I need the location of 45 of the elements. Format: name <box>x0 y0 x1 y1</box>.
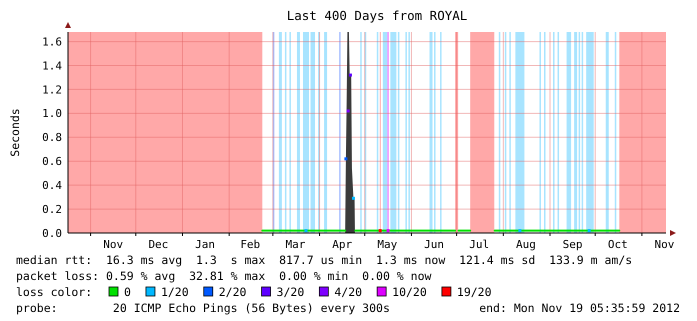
legend-label: 19/20 <box>456 285 492 299</box>
y-tick-label: 0.8 <box>42 131 62 144</box>
point <box>352 196 355 200</box>
x-tick-label: Aug <box>516 238 536 251</box>
x-tick-label: Jun <box>424 238 444 251</box>
x-tick-label: Jan <box>195 238 216 251</box>
y-tick-label: 1.0 <box>42 107 62 120</box>
y-tick-label: 0.2 <box>42 202 62 216</box>
legend-label: 1/20 <box>160 285 189 299</box>
y-tick-label: 1.2 <box>42 83 62 96</box>
point <box>344 157 348 160</box>
legend-label: 2/20 <box>218 285 247 299</box>
legend-label: 4/20 <box>334 285 362 299</box>
y-tick-label: 0.0 <box>42 226 62 240</box>
x-tick-label: Oct <box>608 238 628 251</box>
x-tick-label: Dec <box>148 238 168 251</box>
legend-title: loss color: <box>16 285 92 299</box>
point <box>346 109 350 112</box>
y-axis-title: Seconds <box>8 108 22 157</box>
y-tick-label: 1.4 <box>42 59 62 72</box>
legend-label: 10/20 <box>392 285 427 299</box>
y-tick-label: 0.6 <box>42 155 62 168</box>
x-tick-label: Sep <box>562 238 583 251</box>
text: median rtt: 16.3 ms avg 1.3 s max 817.7 us min 1.3 ms now 121.4 ms sd 133.9 m am/s <box>16 253 632 267</box>
x-tick-label: Nov <box>654 238 675 251</box>
x-tick-label: Jul <box>469 238 490 251</box>
x-tick-label: Mar <box>286 238 306 251</box>
x-tick-label: Feb <box>240 238 260 251</box>
y-tick-label: 0.4 <box>42 178 62 192</box>
x-tick-label: May <box>377 238 398 251</box>
point <box>378 229 382 232</box>
point <box>304 229 308 232</box>
point <box>588 229 591 232</box>
legend-label: 0 <box>124 285 131 299</box>
point <box>518 229 522 232</box>
x-tick-label: Apr <box>332 238 352 251</box>
text: probe: 20 ICMP Echo Pings (56 Bytes) every 300s <box>16 301 390 315</box>
point <box>348 74 352 77</box>
point <box>386 229 390 232</box>
chart-title: Last 400 Days from ROYAL <box>286 8 468 23</box>
y-tick-label: 1.6 <box>42 35 62 48</box>
text: packet loss: 0.59 % avg 32.81 % max 0.00 % min 0.00 % now <box>16 269 432 283</box>
x-tick-label: Nov <box>103 238 124 251</box>
text: end: Mon Nov 19 05:35:59 2012 <box>479 301 680 315</box>
legend-label: 3/20 <box>276 285 304 299</box>
